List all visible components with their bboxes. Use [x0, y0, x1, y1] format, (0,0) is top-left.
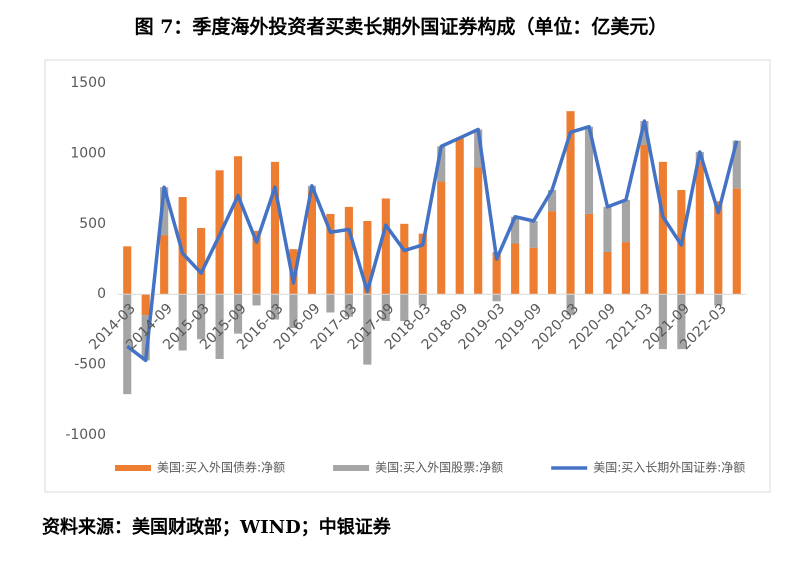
bar: [603, 206, 612, 252]
legend-swatch: [333, 465, 370, 471]
bar: [326, 213, 335, 295]
y-tick-label: -1000: [65, 427, 106, 443]
bar: [547, 211, 557, 295]
bar: [344, 294, 353, 317]
legend-label: 美国:买入外国债券:净额: [157, 460, 285, 475]
bar: [621, 242, 631, 295]
y-tick-label: 0: [97, 286, 106, 302]
bar: [178, 197, 187, 295]
bar: [474, 129, 483, 168]
bar: [658, 294, 667, 350]
bar: [529, 220, 538, 248]
y-tick-label: 1000: [70, 145, 106, 161]
bar: [418, 233, 427, 295]
bar: [197, 294, 206, 340]
bar: [418, 294, 427, 306]
source: 资料来源：美国财政部；WIND；中银证券: [42, 516, 392, 538]
bar: [326, 294, 335, 313]
bar: [289, 294, 298, 328]
bar: [621, 199, 631, 243]
y-tick-label: 1500: [70, 75, 106, 91]
legend-label: 美国:买入长期外国证券:净额: [593, 460, 745, 475]
bar: [123, 246, 132, 295]
bar: [511, 243, 520, 295]
bar: [658, 161, 667, 295]
bar: [215, 294, 224, 359]
bar: [252, 230, 261, 295]
bar: [732, 140, 741, 189]
bar: [363, 294, 372, 365]
bar: [363, 220, 372, 295]
bar: [714, 294, 723, 306]
bar: [529, 247, 538, 295]
bar: [584, 213, 594, 295]
chart-frame: [44, 59, 771, 493]
legend-label: 美国:买入外国股票:净额: [375, 461, 503, 475]
y-tick-label: -500: [74, 357, 106, 373]
bar: [640, 121, 649, 145]
bar: [400, 294, 409, 321]
bar: [511, 216, 520, 244]
chart-title: 图 7：季度海外投资者买卖长期外国证券构成（单位：亿美元）: [135, 15, 668, 38]
bar: [289, 249, 298, 295]
bar: [252, 294, 261, 306]
bar: [270, 161, 280, 295]
bar: [492, 294, 501, 302]
bar: [123, 294, 132, 395]
bar: [492, 251, 501, 295]
bar: [141, 315, 150, 361]
line: [126, 119, 739, 363]
bar: [732, 188, 741, 295]
bar: [160, 235, 169, 295]
bar: [455, 137, 464, 295]
bar: [566, 294, 575, 316]
bar: [547, 190, 557, 212]
bar: [566, 111, 575, 295]
bar: [437, 146, 446, 182]
bar: [270, 294, 280, 320]
bar: [233, 294, 243, 334]
bar: [381, 198, 390, 295]
bar: [714, 201, 723, 295]
bar: [344, 206, 353, 295]
bar: [584, 126, 594, 214]
bar: [178, 294, 187, 351]
y-tick-label: 500: [79, 216, 106, 232]
bar: [677, 294, 686, 350]
bar: [437, 181, 446, 295]
bar: [233, 156, 243, 295]
bar: [474, 167, 483, 295]
bar: [197, 228, 206, 295]
legend-swatch: [115, 465, 151, 471]
bar: [640, 144, 649, 295]
bar: [603, 251, 612, 295]
bar: [307, 191, 317, 295]
bar: [160, 187, 169, 236]
bar: [400, 223, 409, 295]
bar: [381, 294, 390, 321]
bar: [695, 161, 704, 295]
bar: [141, 294, 150, 316]
